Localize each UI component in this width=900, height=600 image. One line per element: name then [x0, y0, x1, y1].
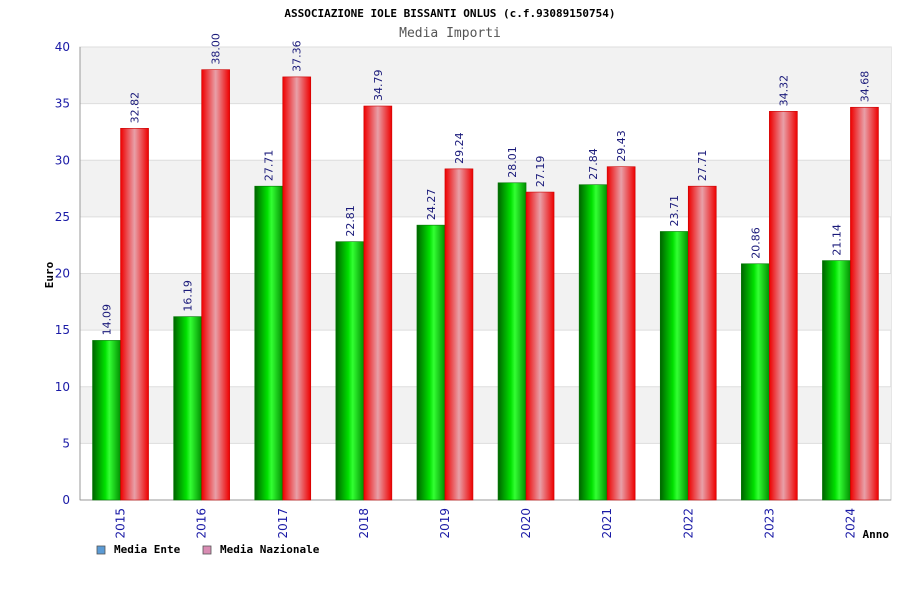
data-label-media-nazionale-2023: 34.32: [777, 75, 790, 107]
legend-swatch-media-nazionale: [202, 545, 212, 555]
data-label-media-nazionale-2022: 27.71: [696, 150, 709, 182]
bar-media-nazionale-2019: [444, 168, 474, 501]
data-label-media-ente-2019: 24.27: [425, 189, 438, 221]
bar-media-ente-2024: [822, 260, 851, 501]
bar-media-ente-2016: [173, 316, 202, 501]
y-tick-label: 30: [55, 153, 70, 167]
chart-subtitle: Media Importi: [399, 26, 501, 41]
data-label-media-ente-2017: 27.71: [263, 150, 276, 182]
bar-media-ente-2020: [497, 182, 527, 501]
data-label-media-ente-2018: 22.81: [344, 205, 357, 237]
y-tick-label: 5: [62, 436, 70, 450]
x-tick-label-2018: 2018: [357, 508, 371, 539]
x-tick-label-2017: 2017: [276, 508, 290, 539]
bar-media-nazionale-2015: [120, 128, 149, 501]
x-axis-label: Anno: [863, 528, 890, 541]
data-label-media-nazionale-2016: 38.00: [210, 33, 223, 65]
data-label-media-ente-2022: 23.71: [668, 195, 681, 227]
bar-media-nazionale-2017: [282, 76, 312, 501]
y-tick-label: 20: [55, 267, 70, 281]
data-label-media-nazionale-2020: 27.19: [534, 156, 547, 188]
bar-media-ente-2023: [741, 263, 770, 501]
data-label-media-nazionale-2015: 32.82: [129, 92, 142, 124]
bar-media-ente-2021: [578, 184, 608, 501]
data-label-media-ente-2020: 28.01: [506, 146, 519, 178]
legend-swatch-media-ente: [96, 545, 106, 555]
bars: [92, 69, 879, 501]
x-tick-label-2024: 2024: [843, 508, 857, 539]
x-tick-label-2016: 2016: [195, 508, 209, 539]
x-tick-label-2021: 2021: [600, 508, 614, 539]
y-tick-label: 35: [55, 97, 70, 111]
bar-media-ente-2018: [335, 241, 365, 501]
x-tick-label-2019: 2019: [438, 508, 452, 539]
data-label-media-ente-2015: 14.09: [101, 304, 114, 336]
bar-media-ente-2015: [92, 340, 121, 501]
legend: Media Ente Media Nazionale: [96, 543, 320, 556]
data-label-media-nazionale-2017: 37.36: [291, 40, 304, 72]
data-label-media-ente-2016: 16.19: [182, 280, 195, 312]
bar-media-nazionale-2024: [850, 106, 879, 501]
y-axis-ticks: 0 5 10 15 20 25 30 35 40: [55, 40, 70, 507]
y-tick-label: 40: [55, 40, 70, 54]
data-label-media-nazionale-2019: 29.24: [453, 132, 466, 164]
legend-label-media-ente: Media Ente: [114, 543, 181, 556]
bar-media-nazionale-2021: [606, 166, 636, 501]
y-tick-label: 25: [55, 210, 70, 224]
y-tick-label: 10: [55, 380, 70, 394]
bar-media-nazionale-2016: [201, 69, 230, 501]
x-tick-label-2020: 2020: [519, 508, 533, 539]
data-label-media-nazionale-2024: 34.68: [858, 71, 871, 103]
x-tick-label-2015: 2015: [114, 508, 128, 539]
data-labels: 14.09 32.82 16.19 38.00 27.71 37.36 22.81 34.79…: [101, 33, 872, 335]
x-axis-ticks: 2015 2016 2017 2018 2019 2020 2021 2022 2023 2024: [114, 508, 858, 539]
y-axis-label: Euro: [43, 261, 56, 288]
data-label-media-ente-2021: 27.84: [587, 148, 600, 180]
y-tick-label: 15: [55, 323, 70, 337]
bar-media-nazionale-2022: [687, 185, 717, 501]
legend-label-media-nazionale: Media Nazionale: [220, 543, 320, 556]
data-label-media-ente-2023: 20.86: [749, 227, 762, 259]
y-tick-label: 0: [62, 493, 70, 507]
data-label-media-ente-2024: 21.14: [830, 224, 843, 256]
bar-media-ente-2017: [254, 185, 284, 501]
chart-title: ASSOCIAZIONE IOLE BISSANTI ONLUS (c.f.93…: [284, 7, 615, 20]
x-tick-label-2023: 2023: [762, 508, 776, 539]
bar-media-nazionale-2020: [525, 191, 555, 501]
bar-media-ente-2019: [416, 224, 446, 501]
data-label-media-nazionale-2018: 34.79: [372, 70, 385, 102]
data-label-media-nazionale-2021: 29.43: [615, 130, 628, 162]
bar-media-nazionale-2018: [363, 105, 393, 501]
x-tick-label-2022: 2022: [681, 508, 695, 539]
bar-media-ente-2022: [659, 231, 689, 501]
bar-media-nazionale-2023: [769, 111, 798, 501]
